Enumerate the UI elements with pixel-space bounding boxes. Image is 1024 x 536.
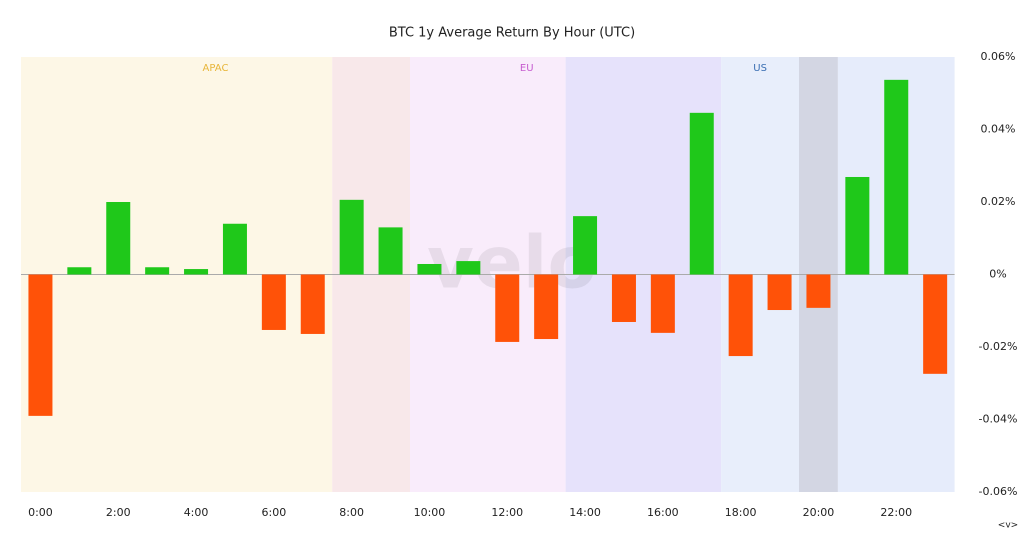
x-tick-label: 6:00: [261, 506, 286, 519]
chart-title: BTC 1y Average Return By Hour (UTC): [389, 26, 635, 41]
x-tick-label: 16:00: [647, 506, 679, 519]
x-tick-label: 18:00: [725, 506, 757, 519]
bar: [689, 112, 714, 275]
bar: [767, 274, 792, 311]
y-tick-label: 0%: [989, 268, 1006, 281]
session-label: US: [753, 63, 767, 74]
x-tick-label: 12:00: [491, 506, 523, 519]
session-label: APAC: [203, 63, 229, 74]
bar: [222, 223, 247, 275]
bar: [145, 267, 170, 275]
bar: [923, 274, 948, 374]
x-tick-label: 8:00: [339, 506, 364, 519]
bar: [28, 274, 53, 416]
menu-button[interactable]: <v>: [998, 521, 1018, 531]
y-tick-label: 0.06%: [981, 50, 1016, 63]
bar: [261, 274, 286, 330]
bar: [106, 202, 131, 275]
bar: [417, 263, 442, 275]
bar: [611, 274, 636, 322]
bar: [378, 227, 403, 275]
y-tick-label: 0.04%: [981, 123, 1016, 136]
y-tick-label: -0.04%: [979, 413, 1018, 426]
bar: [67, 267, 92, 275]
y-tick-label: -0.02%: [979, 340, 1018, 353]
bar: [884, 79, 909, 275]
x-tick-label: 10:00: [414, 506, 446, 519]
bar: [495, 274, 520, 342]
bar: [845, 176, 870, 275]
x-tick-label: 2:00: [106, 506, 131, 519]
bar: [184, 269, 209, 275]
bar: [456, 261, 481, 275]
x-tick-label: 22:00: [880, 506, 912, 519]
bar: [534, 274, 559, 340]
bar: [650, 274, 675, 333]
x-tick-label: 4:00: [184, 506, 209, 519]
bar: [300, 274, 325, 334]
y-tick-label: 0.02%: [981, 195, 1016, 208]
x-tick-label: 0:00: [28, 506, 53, 519]
x-tick-label: 14:00: [569, 506, 601, 519]
y-tick-label: -0.06%: [979, 485, 1018, 498]
bar: [339, 199, 364, 275]
bar: [573, 216, 598, 275]
bar: [806, 274, 831, 308]
session-label: EU: [520, 63, 534, 74]
bar: [728, 274, 753, 357]
x-tick-label: 20:00: [803, 506, 835, 519]
